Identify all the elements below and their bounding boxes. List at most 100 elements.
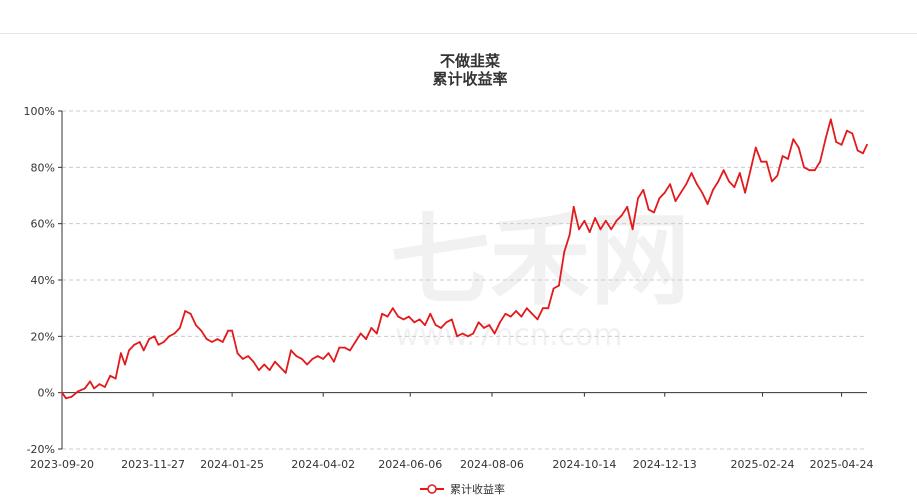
data-point xyxy=(424,324,426,326)
data-point xyxy=(733,186,736,189)
data-point xyxy=(120,352,122,355)
data-point xyxy=(322,358,325,360)
y-axis: -20% 0% 20% 40% 60% 80% 100% xyxy=(24,105,63,456)
data-point xyxy=(765,160,768,163)
data-point xyxy=(65,397,67,400)
y-tick-label: 60% xyxy=(31,218,55,231)
data-point xyxy=(333,360,335,363)
data-point xyxy=(604,219,607,222)
x-tick-label: 2024-06-06 xyxy=(378,458,442,471)
data-point xyxy=(706,203,709,205)
data-point xyxy=(124,363,126,366)
data-point xyxy=(483,327,485,329)
data-point xyxy=(295,355,298,357)
data-point xyxy=(98,383,101,386)
data-point xyxy=(626,205,629,208)
data-point xyxy=(515,310,517,312)
data-point xyxy=(284,372,287,374)
data-point xyxy=(300,358,303,360)
data-point xyxy=(803,166,805,169)
chart-subtitle: 累计收益率 xyxy=(432,70,507,88)
y-tick-label: 100% xyxy=(24,105,55,118)
data-point xyxy=(386,315,389,318)
x-tick-label: 2025-02-24 xyxy=(731,458,795,471)
data-point xyxy=(258,369,260,371)
data-point xyxy=(268,369,271,371)
data-point xyxy=(674,200,677,203)
data-point xyxy=(413,321,416,324)
data-point xyxy=(434,324,437,326)
legend-label: 累计收益率 xyxy=(450,482,505,496)
data-point xyxy=(509,315,512,318)
data-point xyxy=(375,332,378,335)
data-point xyxy=(728,180,730,183)
data-point xyxy=(370,327,373,329)
data-point xyxy=(311,358,314,360)
data-point xyxy=(744,191,746,194)
data-point xyxy=(418,318,421,321)
data-point xyxy=(189,312,192,315)
x-tick-label: 2025-04-24 xyxy=(810,458,874,471)
data-point xyxy=(749,169,752,172)
x-axis: 2023-09-20 2023-11-27 2024-01-25 2024-04-02… xyxy=(30,392,874,471)
data-point xyxy=(542,307,544,310)
data-point xyxy=(787,158,789,160)
data-point xyxy=(461,332,464,335)
data-point xyxy=(653,211,655,214)
data-point xyxy=(525,307,528,310)
data-point xyxy=(157,343,160,346)
data-point xyxy=(359,332,362,335)
data-point xyxy=(829,118,832,121)
data-point xyxy=(440,327,442,329)
data-point xyxy=(216,338,219,340)
data-point xyxy=(717,180,720,183)
data-point xyxy=(663,191,666,194)
y-tick-label: 0% xyxy=(38,387,55,400)
data-point xyxy=(840,143,843,146)
data-point xyxy=(642,189,645,191)
legend[interactable]: 累计收益率 xyxy=(420,482,505,496)
x-tick-label: 2024-01-25 xyxy=(200,458,264,471)
data-point xyxy=(792,138,795,141)
data-point xyxy=(153,335,156,338)
data-point xyxy=(615,219,618,222)
data-point xyxy=(536,318,539,321)
data-point xyxy=(488,324,491,326)
x-tick-label: 2024-04-02 xyxy=(291,458,355,471)
chart-title: 不做韭菜 xyxy=(440,52,500,70)
data-point xyxy=(205,338,208,340)
data-point xyxy=(391,307,394,310)
data-point xyxy=(578,228,580,231)
data-point xyxy=(808,169,811,172)
data-point xyxy=(866,143,868,146)
data-point xyxy=(221,341,224,343)
data-point xyxy=(138,341,141,343)
data-point xyxy=(776,174,779,177)
data-point xyxy=(184,310,187,312)
watermark-url: www.7hcn.com xyxy=(395,318,623,353)
data-point xyxy=(819,160,821,163)
data-point xyxy=(343,346,346,349)
data-point xyxy=(851,132,854,135)
data-point xyxy=(316,355,319,357)
y-tick-label: -20% xyxy=(27,443,55,456)
data-point xyxy=(109,374,112,377)
data-point xyxy=(690,172,693,174)
data-point xyxy=(247,355,250,357)
data-point xyxy=(354,341,357,343)
data-point xyxy=(472,332,475,335)
data-point xyxy=(547,307,550,310)
data-point xyxy=(835,141,838,143)
data-point xyxy=(200,329,203,332)
x-tick-label: 2024-08-06 xyxy=(460,458,524,471)
data-point xyxy=(797,146,800,149)
data-point xyxy=(365,338,367,340)
data-point xyxy=(104,386,106,388)
data-point xyxy=(142,349,145,352)
grid-lines xyxy=(62,110,867,450)
data-point xyxy=(594,217,596,219)
data-point xyxy=(572,205,575,208)
data-point xyxy=(381,312,383,315)
series-layer xyxy=(61,118,868,400)
